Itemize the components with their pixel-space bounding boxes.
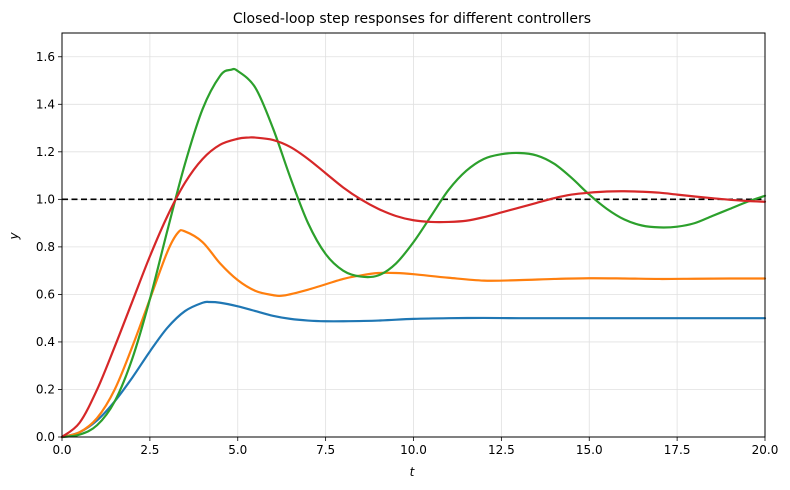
y-tick-label: 1.2 [36, 145, 55, 159]
y-tick-label: 0.2 [36, 382, 55, 396]
y-tick-label: 1.0 [36, 192, 55, 206]
x-tick-label: 10.0 [400, 443, 427, 457]
y-tick-label: 0.8 [36, 240, 55, 254]
series-layer [60, 67, 767, 439]
grid [61, 33, 766, 438]
y-tick-label: 0.0 [36, 430, 55, 444]
x-tick-label: 0.0 [52, 443, 71, 457]
y-tick-label: 0.4 [36, 335, 55, 349]
series-line-4 [60, 136, 767, 439]
y-tick-label: 0.6 [36, 287, 55, 301]
x-tick-label: 20.0 [752, 443, 779, 457]
x-tick-label: 5.0 [228, 443, 247, 457]
tick-layer: 0.0 2.5 5.0 7.5 10.0 12.5 15.0 17.5 20.0 0.0 0.2 0.… [36, 50, 778, 457]
x-axis-label: t [410, 465, 416, 479]
series-line-3 [60, 67, 767, 439]
x-tick-label: 15.0 [576, 443, 603, 457]
x-tick-label: 2.5 [140, 443, 159, 457]
x-tick-label: 17.5 [664, 443, 691, 457]
chart-title: Closed-loop step responses for different… [233, 11, 591, 27]
y-tick-label: 1.6 [36, 50, 55, 64]
x-tick-label: 7.5 [316, 443, 335, 457]
series-line-1 [60, 300, 767, 439]
y-axis-label: y [7, 232, 21, 241]
x-tick-label: 12.5 [488, 443, 515, 457]
y-tick-label: 1.4 [36, 97, 55, 111]
